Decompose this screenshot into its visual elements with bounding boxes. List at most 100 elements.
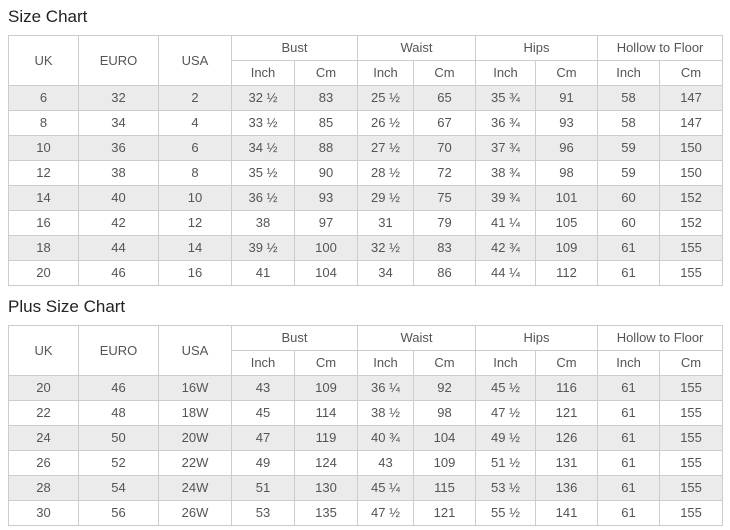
table-cell: 124 — [293, 450, 359, 476]
table-cell: 25 ½ — [357, 85, 415, 111]
table-cell: 105 — [535, 210, 599, 236]
subcolumn-header-hollow-cm: Cm — [659, 350, 724, 376]
size-chart-table: UK EURO USA Bust Waist Hips Hollow to Fl… — [8, 35, 724, 286]
table-cell: 2 — [158, 85, 232, 111]
table-cell: 136 — [535, 475, 599, 501]
table-cell: 59 — [597, 160, 661, 186]
table-cell: 18W — [158, 400, 232, 426]
table-cell: 60 — [597, 185, 661, 211]
table-cell: 38 ¾ — [475, 160, 537, 186]
table-cell: 147 — [659, 110, 724, 136]
table-cell: 109 — [535, 235, 599, 261]
table-cell: 16 — [158, 260, 232, 286]
subcolumn-header-hips-cm: Cm — [535, 60, 599, 86]
subcolumn-header-hips-inch: Inch — [475, 60, 537, 86]
table-cell: 86 — [413, 260, 477, 286]
table-cell: 48 — [78, 400, 159, 426]
table-cell: 47 — [231, 425, 295, 451]
table-cell: 6 — [8, 85, 79, 111]
table-cell: 51 — [231, 475, 295, 501]
table-cell: 58 — [597, 110, 661, 136]
table-cell: 61 — [597, 260, 661, 286]
table-cell: 155 — [659, 425, 724, 451]
table-cell: 38 ½ — [357, 400, 415, 426]
table-cell: 55 ½ — [475, 500, 537, 526]
table-cell: 44 — [78, 235, 159, 261]
table-cell: 12 — [158, 210, 232, 236]
table-cell: 32 — [78, 85, 159, 111]
table-cell: 24W — [158, 475, 232, 501]
table-cell: 59 — [597, 135, 661, 161]
table-row: 24 50 20W 47 119 40 ¾ 104 49 ½ 126 61 155 — [8, 425, 724, 451]
table-cell: 31 — [357, 210, 415, 236]
table-cell: 34 ½ — [231, 135, 295, 161]
table-cell: 20W — [158, 425, 232, 451]
table-cell: 109 — [293, 375, 359, 401]
table-cell: 88 — [293, 135, 359, 161]
table-cell: 75 — [413, 185, 477, 211]
table-cell: 14 — [8, 185, 79, 211]
table-cell: 24 — [8, 425, 79, 451]
table-cell: 46 — [78, 260, 159, 286]
table-cell: 4 — [158, 110, 232, 136]
table-cell: 155 — [659, 500, 724, 526]
table-cell: 90 — [293, 160, 359, 186]
table-cell: 36 ¾ — [475, 110, 537, 136]
table-cell: 8 — [8, 110, 79, 136]
subcolumn-header-hollow-inch: Inch — [597, 60, 661, 86]
table-cell: 119 — [293, 425, 359, 451]
subcolumn-header-bust-cm: Cm — [293, 350, 359, 376]
table-cell: 150 — [659, 135, 724, 161]
table-cell: 46 — [78, 375, 159, 401]
column-header-euro: EURO — [78, 325, 159, 376]
table-cell: 115 — [413, 475, 477, 501]
table-cell: 32 ½ — [357, 235, 415, 261]
table-cell: 39 ½ — [231, 235, 295, 261]
table-cell: 61 — [597, 425, 661, 451]
table-cell: 26 — [8, 450, 79, 476]
table-cell: 35 ¾ — [475, 85, 537, 111]
table-cell: 83 — [413, 235, 477, 261]
table-cell: 67 — [413, 110, 477, 136]
table-cell: 14 — [158, 235, 232, 261]
subcolumn-header-hips-inch: Inch — [475, 350, 537, 376]
table-cell: 104 — [413, 425, 477, 451]
table-cell: 43 — [357, 450, 415, 476]
table-cell: 114 — [293, 400, 359, 426]
table-cell: 34 — [357, 260, 415, 286]
table-cell: 36 ¼ — [357, 375, 415, 401]
header-row-groups: UK EURO USA Bust Waist Hips Hollow to Fl… — [8, 325, 724, 376]
table-cell: 45 ½ — [475, 375, 537, 401]
table-row: 12 38 8 35 ½ 90 28 ½ 72 38 ¾ 98 59 150 — [8, 160, 724, 186]
subcolumn-header-waist-cm: Cm — [413, 350, 477, 376]
column-group-bust: Bust — [230, 325, 359, 351]
table-cell: 49 ½ — [475, 425, 537, 451]
table-cell: 56 — [78, 500, 159, 526]
header-row-units: Inch Cm Inch Cm Inch Cm Inch Cm — [9, 60, 724, 86]
table-cell: 52 — [78, 450, 159, 476]
table-cell: 97 — [293, 210, 359, 236]
table-cell: 61 — [597, 500, 661, 526]
table-cell: 155 — [659, 260, 724, 286]
table-row: 10 36 6 34 ½ 88 27 ½ 70 37 ¾ 96 59 150 — [8, 135, 724, 161]
table-cell: 109 — [413, 450, 477, 476]
plus-size-chart-title: Plus Size Chart — [8, 297, 126, 316]
table-cell: 39 ¾ — [475, 185, 537, 211]
table-row: 22 48 18W 45 114 38 ½ 98 47 ½ 121 61 155 — [8, 400, 724, 426]
table-cell: 6 — [158, 135, 232, 161]
table-cell: 126 — [535, 425, 599, 451]
table-cell: 93 — [293, 185, 359, 211]
table-cell: 155 — [659, 400, 724, 426]
table-cell: 36 — [78, 135, 159, 161]
table-cell: 54 — [78, 475, 159, 501]
subcolumn-header-waist-inch: Inch — [357, 60, 415, 86]
column-group-waist: Waist — [357, 325, 477, 351]
table-cell: 42 ¾ — [475, 235, 537, 261]
subcolumn-header-waist-inch: Inch — [357, 350, 415, 376]
table-cell: 150 — [659, 160, 724, 186]
table-cell: 92 — [413, 375, 477, 401]
table-cell: 47 ½ — [357, 500, 415, 526]
table-cell: 18 — [8, 235, 79, 261]
subcolumn-header-bust-inch: Inch — [231, 60, 295, 86]
table-row: 20 46 16 41 104 34 86 44 ¼ 112 61 155 — [8, 260, 724, 286]
